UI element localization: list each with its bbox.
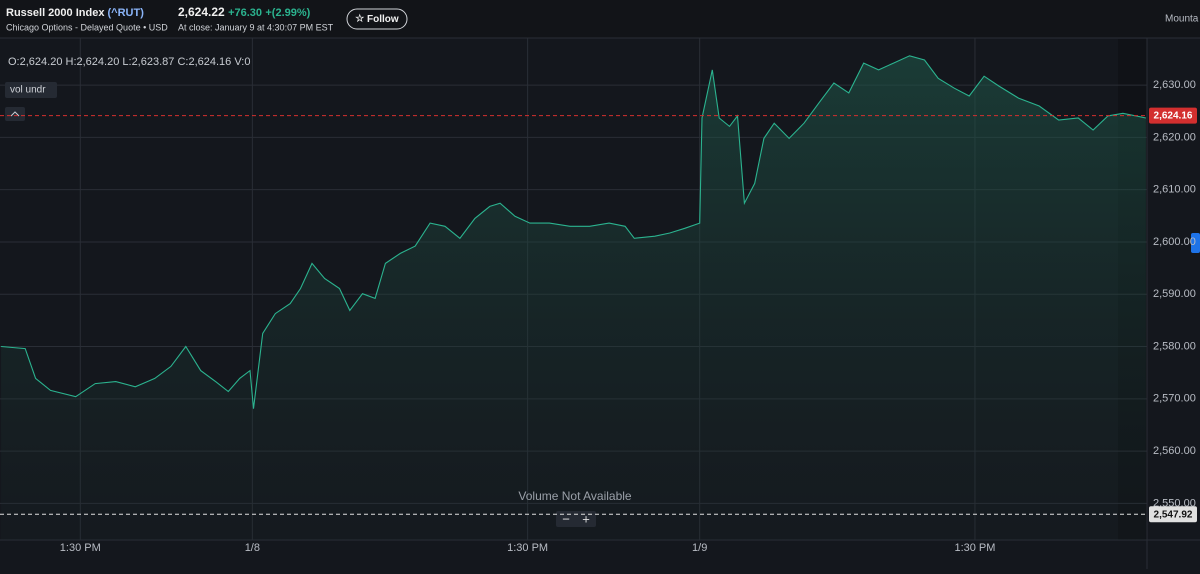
tab[interactable]: Mounta <box>1165 14 1199 25</box>
collapse-icon <box>10 111 20 117</box>
area-fill <box>1 55 1146 541</box>
quote: 2,624.22 +76.30 +(2.99%) <box>178 5 311 19</box>
ohlc-high: H:2,624.20 <box>66 56 120 68</box>
collapse-button[interactable] <box>5 107 25 121</box>
title-text: Russell 2000 Index <box>6 7 105 19</box>
price: 2,624.22 <box>178 5 225 19</box>
y-tick-label: 2,630.00 <box>1153 79 1196 91</box>
y-tick-label: 2,600.00 <box>1153 236 1196 248</box>
price-level-label: 2,547.92 <box>1154 509 1193 520</box>
close-time: At close: January 9 at 4:30:07 PM EST <box>178 22 334 32</box>
y-tick-label: 2,590.00 <box>1153 288 1196 300</box>
zoom-controls <box>556 511 596 527</box>
x-tick-label: 1/9 <box>692 542 707 554</box>
zoom-out[interactable]: − <box>562 511 570 526</box>
follow-text[interactable]: Follow <box>367 14 399 25</box>
plot <box>1 55 1147 541</box>
y-tick-label: 2,570.00 <box>1153 393 1196 405</box>
x-tick-label: 1:30 PM <box>954 542 995 554</box>
price-level-tag <box>1149 107 1197 124</box>
header-bg <box>0 0 1200 38</box>
scroll-handle[interactable] <box>1191 233 1200 253</box>
price-level-tag <box>1149 506 1197 523</box>
ohlc-open: O:2,624.20 <box>8 56 62 68</box>
y-tick-label: 2,620.00 <box>1153 131 1196 143</box>
ohlc-close: C:2,624.16 <box>177 56 231 68</box>
indicator-chip[interactable] <box>5 82 57 98</box>
indicator-label[interactable]: vol undr <box>10 85 46 96</box>
follow-button[interactable] <box>346 8 408 30</box>
price-level-label: 2,624.16 <box>1154 111 1193 122</box>
ohlc-volume: V:0 <box>234 56 250 68</box>
zoom-in[interactable]: + <box>582 511 590 526</box>
change: +76.30 <box>228 7 262 19</box>
ohlc: O:2,624.20 H:2,624.20 L:2,623.87 C:2,624… <box>8 56 250 68</box>
exchange: Chicago Options - Delayed Quote • USD <box>6 22 168 32</box>
change-pct: +(2.99%) <box>265 7 310 19</box>
y-tick-label: 2,610.00 <box>1153 184 1196 196</box>
ohlc-low: L:2,623.87 <box>122 56 174 68</box>
x-tick-label: 1:30 PM <box>507 542 548 554</box>
title: Russell 2000 Index (^RUT) <box>6 7 144 19</box>
follow-label[interactable]: ☆ Follow <box>355 14 399 25</box>
x-tick-label: 1/8 <box>245 542 260 554</box>
volume-note: Volume Not Available <box>518 489 632 503</box>
price-line <box>1 55 1147 409</box>
y-tick-label: 2,560.00 <box>1153 445 1196 457</box>
y-tick-label: 2,580.00 <box>1153 340 1196 352</box>
symbol[interactable]: (^RUT) <box>108 7 145 19</box>
x-tick-label: 1:30 PM <box>60 542 101 554</box>
